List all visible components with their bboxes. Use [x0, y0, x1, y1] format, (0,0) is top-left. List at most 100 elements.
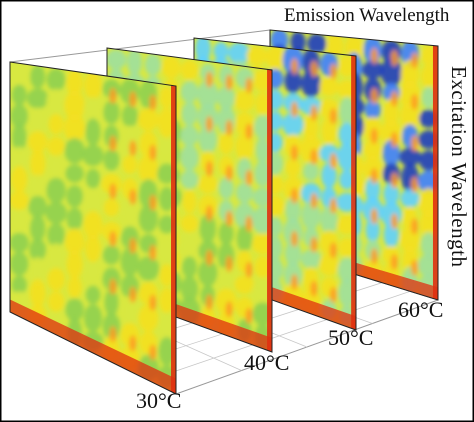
intensity-blob [85, 234, 101, 263]
ridge-peak [329, 108, 337, 125]
intensity-blob [246, 46, 268, 65]
intensity-blob [82, 144, 104, 166]
intensity-blob [217, 85, 236, 111]
temperature-label-60c: 60°C [398, 297, 444, 322]
intensity-blob [300, 249, 322, 269]
ridge-peak [370, 128, 378, 144]
ridge-peak [370, 248, 378, 265]
ridge-peak [411, 52, 418, 69]
ridge-peak [329, 242, 337, 259]
scatter-edge [432, 45, 438, 300]
ridge-peak [329, 197, 337, 214]
intensity-blob [234, 90, 255, 112]
intensity-blob [10, 211, 29, 233]
intensity-blob [195, 38, 211, 63]
intensity-blob [235, 182, 254, 203]
intensity-blob [64, 138, 85, 164]
intensity-blob [301, 200, 321, 230]
intensity-blob [319, 76, 339, 96]
intensity-blob [180, 276, 199, 303]
intensity-blob [158, 312, 175, 340]
ridge-peak [245, 261, 253, 278]
ridge-peak [109, 183, 117, 200]
intensity-blob [339, 96, 355, 127]
intensity-blob [303, 114, 319, 141]
intensity-blob [137, 256, 160, 281]
intensity-blob [10, 251, 29, 276]
intensity-blob [421, 64, 437, 89]
intensity-blob [339, 169, 355, 190]
ridge-peak [329, 287, 337, 303]
intensity-blob [365, 217, 380, 243]
intensity-blob [48, 157, 64, 180]
intensity-blob [182, 256, 197, 279]
intensity-blob [107, 49, 127, 70]
ridge-peak [290, 101, 298, 118]
ridge-peak [310, 192, 318, 209]
intensity-blob [46, 89, 67, 115]
intensity-blob [29, 107, 47, 133]
intensity-blob [28, 195, 47, 218]
intensity-blob [159, 186, 175, 212]
intensity-blob [11, 122, 27, 152]
ridge-peak [205, 116, 213, 133]
ridge-peak [129, 237, 137, 254]
intensity-blob [302, 162, 320, 181]
intensity-blob [180, 125, 199, 146]
intensity-blob [198, 124, 218, 154]
intensity-blob [47, 267, 65, 291]
ridge-peak [411, 93, 418, 110]
ridge-peak [329, 152, 337, 169]
ridge-peak [109, 278, 117, 295]
intensity-blob [364, 99, 381, 120]
intensity-blob [30, 65, 46, 89]
intensity-blob [30, 214, 46, 242]
ridge-peak [225, 210, 233, 227]
intensity-blob [101, 173, 122, 194]
intensity-blob [363, 139, 382, 160]
intensity-blob [10, 191, 29, 210]
intensity-blob [65, 164, 84, 183]
ridge-peak [290, 187, 298, 204]
intensity-blob [138, 154, 159, 184]
ridge-peak [411, 259, 418, 276]
intensity-blob [67, 275, 82, 299]
intensity-blob [120, 247, 140, 277]
intensity-blob [84, 71, 102, 100]
emission-axis-label: Emission Wavelength [284, 5, 450, 26]
panel-outline [9, 61, 177, 395]
ridge-peak [129, 335, 137, 352]
intensity-blob [255, 136, 270, 165]
ridge-peak [390, 90, 398, 107]
intensity-blob [421, 86, 436, 109]
ridge-peak [149, 194, 157, 211]
intensity-blob [218, 132, 234, 155]
intensity-blob [122, 200, 137, 226]
intensity-blob [199, 213, 216, 244]
ridge-peak [205, 160, 213, 177]
intensity-blob [11, 84, 27, 106]
intensity-blob [103, 149, 120, 171]
intensity-blob [102, 245, 120, 265]
ridge-peak [411, 135, 418, 152]
intensity-blob [30, 257, 45, 287]
ridge-peak [109, 326, 117, 343]
intensity-blob [159, 287, 175, 314]
intensity-blob [46, 68, 66, 92]
ridge-peak [290, 230, 298, 247]
intensity-blob [10, 146, 29, 170]
intensity-blob [144, 53, 161, 76]
intensity-blob [158, 336, 175, 366]
intensity-blob [180, 60, 199, 80]
intensity-blob [399, 147, 421, 167]
intensity-blob [301, 70, 321, 98]
ridge-peak [149, 94, 157, 111]
intensity-blob [218, 222, 234, 245]
intensity-blob [345, 34, 363, 62]
ridge-peak [390, 254, 398, 270]
scatter-edge [171, 85, 176, 394]
intensity-blob [64, 228, 85, 256]
intensity-blob [137, 107, 159, 131]
intensity-blob [284, 69, 302, 94]
intensity-blob [83, 304, 103, 333]
